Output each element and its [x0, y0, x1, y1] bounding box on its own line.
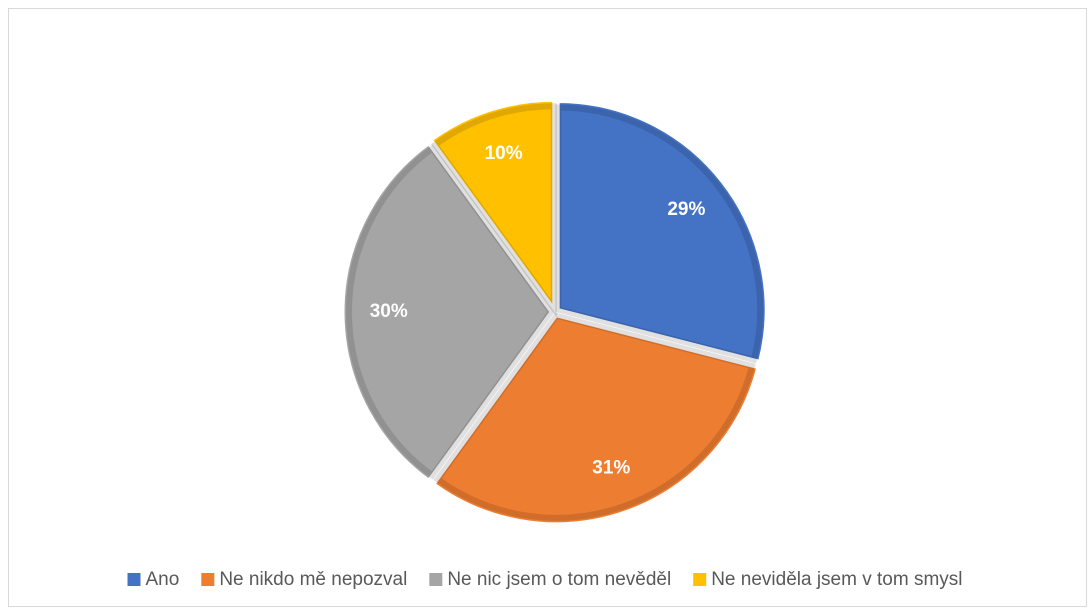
- legend-swatch: [693, 573, 707, 586]
- pie-slice: [429, 98, 556, 313]
- legend-label: Ano: [146, 569, 180, 590]
- pie-slice-edge: [430, 103, 557, 318]
- pie-slice-edge: [433, 312, 756, 521]
- legend-label: Ne nic jsem o tom nevěděl: [447, 569, 671, 590]
- data-label: 29%: [667, 199, 705, 220]
- legend-label: Ne nikdo mě nepozval: [219, 569, 407, 590]
- legend-label: Ne neviděla jsem v tom smysl: [711, 569, 962, 590]
- pie-slice: [341, 141, 553, 483]
- legend-swatch: [127, 573, 141, 586]
- data-label: 31%: [592, 457, 630, 478]
- pie-slice: [431, 314, 760, 526]
- pie-slice-edge: [346, 144, 555, 480]
- pie-slice: [556, 100, 768, 364]
- legend-swatch: [201, 573, 215, 586]
- legend-swatch: [429, 573, 443, 586]
- data-label: 10%: [485, 143, 523, 164]
- data-label: 30%: [370, 301, 408, 322]
- pie-slice-edge: [555, 104, 764, 364]
